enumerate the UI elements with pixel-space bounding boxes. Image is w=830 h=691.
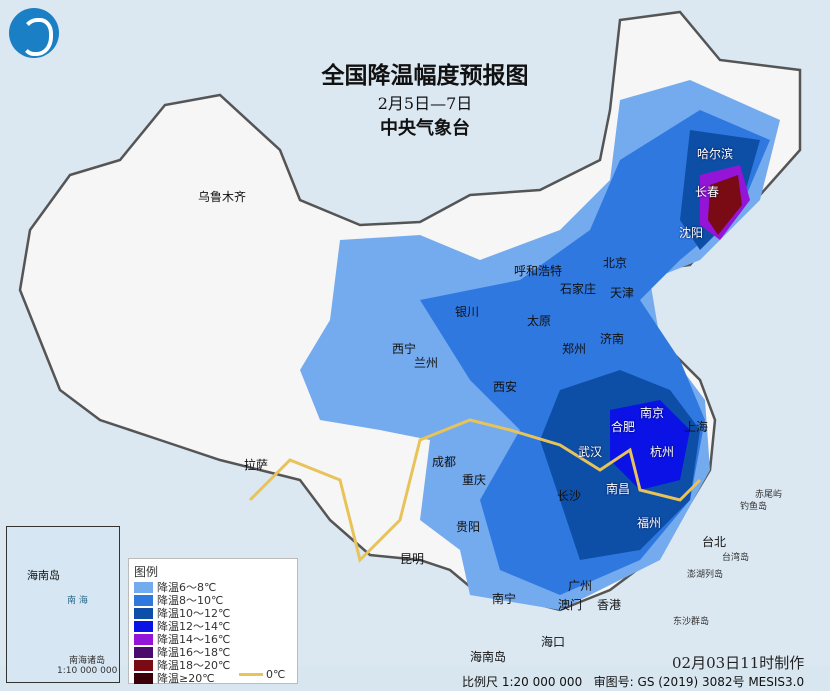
city-label: 天津: [610, 286, 635, 300]
inset-label: 南海诸岛: [69, 656, 106, 666]
city-label: 澳门: [558, 598, 583, 612]
city-label: 杭州: [650, 445, 675, 459]
legend-swatch: [134, 594, 153, 606]
legend-label: 降温10～12℃: [157, 607, 231, 620]
city-label: 银川: [455, 305, 480, 319]
cma-logo: [9, 8, 59, 58]
legend-swatch: [134, 620, 153, 632]
legend-label: 降温8～10℃: [157, 594, 224, 607]
legend-item: 降温16～18℃: [134, 646, 231, 659]
city-label: 石家庄: [560, 282, 597, 296]
city-label: 郑州: [562, 342, 587, 356]
city-label: 昆明: [400, 552, 425, 566]
legend-item: 降温18～20℃: [134, 659, 231, 672]
cooling-18-20: [708, 175, 742, 235]
city-label: 海南岛: [470, 650, 507, 664]
legend-swatch: [134, 633, 153, 645]
city-label: 广州: [568, 579, 593, 593]
legend-item: 降温8～10℃: [134, 594, 224, 607]
map-scale: 比例尺 1:20 000 000: [462, 675, 583, 689]
legend-swatch: [134, 659, 153, 671]
legend-swatch: [134, 672, 153, 684]
city-label: 乌鲁木齐: [198, 190, 247, 204]
city-label: 长沙: [557, 489, 582, 503]
city-label: 武汉: [578, 445, 603, 459]
legend-swatch: [134, 646, 153, 658]
cooling-12-14: [610, 400, 690, 490]
city-label: 香港: [597, 598, 622, 612]
island-label: 东沙群岛: [673, 617, 710, 627]
legend-zero-line: 0℃: [239, 668, 285, 681]
city-label: 西安: [493, 380, 518, 394]
city-label: 北京: [603, 256, 628, 270]
legend-label: 降温12～14℃: [157, 620, 231, 633]
city-label: 重庆: [462, 473, 487, 487]
city-label: 长春: [695, 185, 720, 199]
legend-label: 降温≥20℃: [157, 672, 215, 685]
zero-line-swatch: [239, 673, 263, 676]
city-label: 贵阳: [456, 520, 481, 534]
city-label: 合肥: [611, 420, 636, 434]
island-label: 澎湖列岛: [687, 570, 724, 580]
made-time: 02月03日11时制作: [672, 654, 805, 672]
city-label: 拉萨: [244, 458, 269, 472]
city-label: 太原: [527, 314, 552, 328]
legend-swatch: [134, 607, 153, 619]
date-range: 2月5日—7日: [377, 94, 473, 113]
legend-item: 降温10～12℃: [134, 607, 231, 620]
city-label: 成都: [432, 455, 457, 469]
map-title: 全国降温幅度预报图: [321, 62, 529, 89]
inset-island-label: 海南岛: [27, 569, 60, 582]
island-label: 钓鱼岛: [740, 502, 768, 512]
legend-label: 降温16～18℃: [157, 646, 231, 659]
city-label: 沈阳: [679, 226, 704, 240]
legend-title: 图例: [134, 565, 159, 579]
city-label: 西宁: [392, 342, 417, 356]
island-label: 台湾岛: [722, 553, 750, 563]
legend-label: 降温18～20℃: [157, 659, 231, 672]
legend: 图例 降温6～8℃ 降温8～10℃ 降温10～12℃ 降温12～14℃ 降温14～16℃…: [128, 558, 298, 685]
city-label: 南昌: [606, 482, 631, 496]
legend-label: 降温6～8℃: [157, 581, 217, 594]
city-label: 南宁: [492, 592, 517, 606]
issuer: 中央气象台: [380, 118, 470, 139]
legend-item: 降温14～16℃: [134, 633, 231, 646]
inset-scale: 1:10 000 000: [57, 666, 118, 676]
scale-approval: 比例尺 1:20 000 000 审图号: GS (2019) 3082号 ME…: [462, 673, 804, 690]
cooling-10-12: [540, 130, 760, 560]
island-label: 赤尾屿: [755, 490, 783, 500]
approval-number: 审图号: GS (2019) 3082号 MESIS3.0: [593, 675, 805, 689]
legend-item: 降温≥20℃: [134, 672, 215, 685]
city-label: 兰州: [414, 356, 439, 370]
city-label: 上海: [684, 420, 709, 434]
zero-degree-line: [248, 418, 702, 563]
city-label: 济南: [600, 332, 625, 346]
zero-line-label: 0℃: [266, 668, 286, 681]
legend-swatch: [134, 581, 153, 593]
city-label: 南京: [640, 406, 665, 420]
city-label: 呼和浩特: [514, 264, 563, 278]
inset-sea-label: 南 海: [67, 596, 88, 606]
city-label: 福州: [637, 516, 662, 530]
south-china-sea-inset: 海南岛 南 海 南海诸岛 1:10 000 000: [6, 526, 120, 683]
city-label: 台北: [702, 535, 727, 549]
city-label: 哈尔滨: [697, 147, 734, 161]
legend-label: 降温14～16℃: [157, 633, 231, 646]
legend-item: 降温12～14℃: [134, 620, 231, 633]
city-label: 海口: [541, 635, 566, 649]
legend-item: 降温6～8℃: [134, 581, 217, 594]
